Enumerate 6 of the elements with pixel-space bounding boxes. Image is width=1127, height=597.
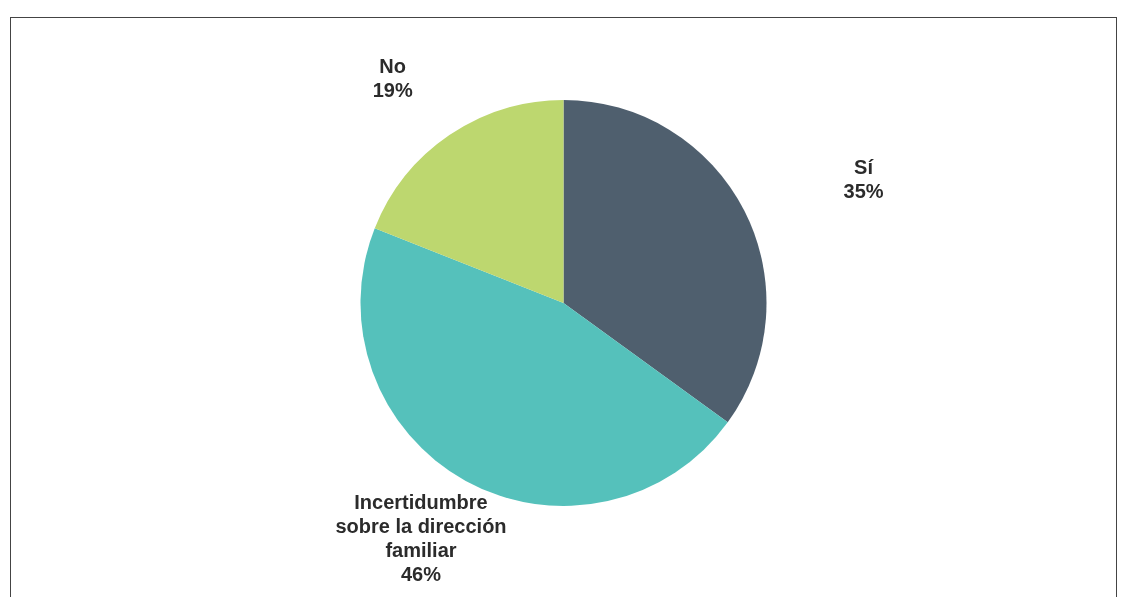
slice-label: No bbox=[379, 55, 407, 78]
data-label: 46% bbox=[400, 563, 442, 586]
data-label: 19% bbox=[372, 79, 413, 102]
data-label: 35% bbox=[843, 179, 884, 202]
slice-label: Incertidumbre sobre la dirección familiar bbox=[335, 491, 507, 562]
slice-label: Sí bbox=[854, 155, 875, 178]
